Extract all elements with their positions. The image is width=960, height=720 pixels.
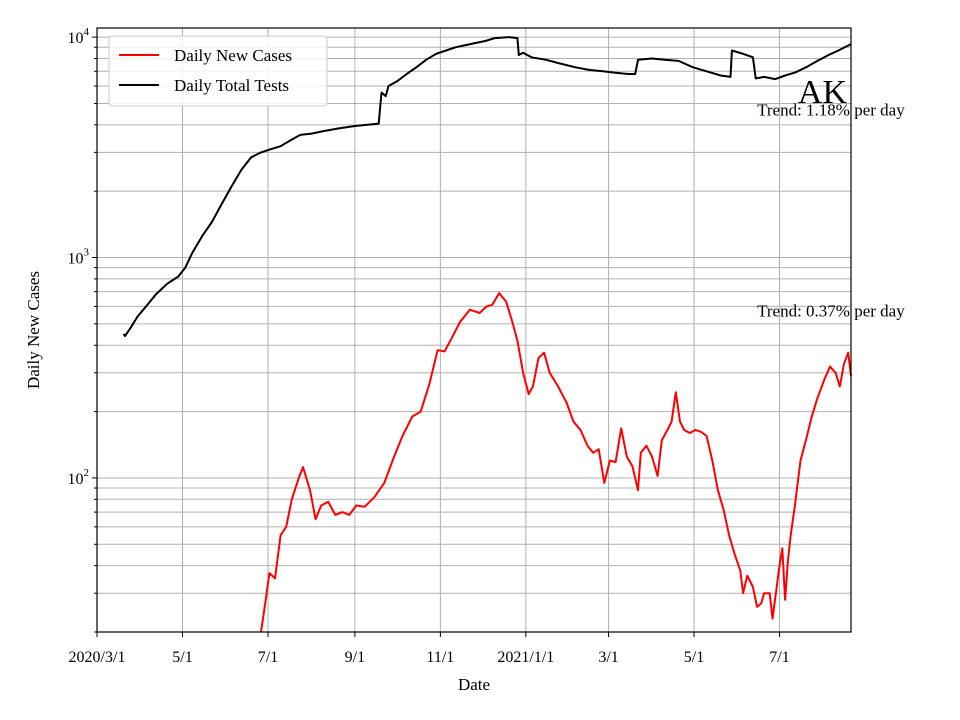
x-tick-label: 3/1 (598, 649, 618, 666)
chart-title: AK (798, 74, 848, 111)
legend-box (108, 35, 328, 107)
x-tick-label: 7/1 (258, 649, 278, 666)
trend-annotation: Trend: 0.37% per day (757, 302, 905, 321)
series-layer (122, 36, 852, 633)
x-axis-label: Date (458, 675, 490, 694)
trend-annotation: Trend: 1.18% per day (757, 101, 905, 120)
annotations: Trend: 1.18% per day Trend: 0.37% per day (757, 101, 905, 321)
x-tick-label: 5/1 (684, 649, 704, 666)
x-tick-label: 7/1 (769, 649, 789, 666)
y-tick-label: 104 (68, 26, 90, 47)
legend-label: Daily Total Tests (174, 76, 289, 95)
x-tick-label: 2020/3/1 (69, 649, 126, 666)
legend: Daily New Cases Daily Total Tests (108, 35, 328, 107)
series-line-daily-new-cases (260, 292, 852, 633)
grid-lines (96, 28, 851, 633)
plot-frame (96, 27, 852, 633)
x-tick-label: 9/1 (345, 649, 365, 666)
x-tick-label: 11/1 (426, 649, 454, 666)
x-tick-label: 2021/1/1 (497, 649, 554, 666)
axis-ticks: 2020/3/1 5/1 7/1 9/1 11/1 2021/1/1 3/1 5/1 7/1 10… (68, 26, 790, 666)
legend-label: Daily New Cases (174, 46, 292, 65)
y-tick-label: 103 (68, 247, 90, 268)
series-line-daily-total-tests (122, 36, 852, 338)
y-tick-label: 102 (68, 467, 90, 488)
x-tick-label: 5/1 (172, 649, 192, 666)
y-axis-label: Daily New Cases (24, 271, 43, 389)
